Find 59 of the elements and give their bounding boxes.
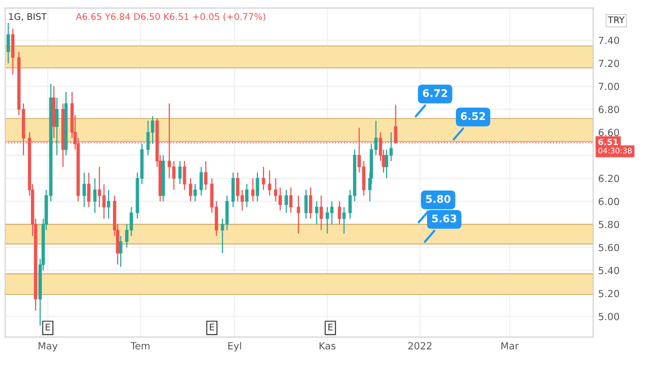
text: TRY	[608, 16, 625, 24]
candlestick	[119, 235, 122, 268]
x-tick-label: 2022	[408, 342, 432, 350]
candlestick	[193, 184, 197, 202]
candlestick	[284, 189, 288, 214]
annotation: 5.63	[432, 214, 456, 222]
candlestick	[6, 22, 10, 64]
y-tick-label: 5.60	[598, 244, 620, 252]
y-tick-label: 6.60	[598, 128, 620, 136]
chart-title: 1G, BIST	[9, 13, 47, 21]
candlestick	[342, 206, 346, 234]
candlestick	[55, 97, 59, 156]
candlestick	[308, 186, 312, 220]
candlestick	[204, 160, 208, 190]
candlestick	[268, 170, 272, 196]
candlestick	[200, 166, 203, 196]
annotation: E	[46, 324, 50, 330]
annotation: 5.80	[426, 195, 450, 203]
candlestick	[225, 195, 229, 231]
y-tick-label: 6.20	[598, 174, 620, 182]
candlestick	[304, 189, 308, 220]
candlestick	[106, 189, 110, 220]
annotation: E	[210, 324, 214, 330]
candlestick	[315, 200, 318, 225]
y-tick-label: 5.80	[598, 220, 620, 228]
annotation: 6.72	[422, 89, 448, 98]
candlestick	[182, 160, 186, 190]
y-tick-label: 6.00	[598, 198, 620, 206]
candlestick	[320, 195, 323, 231]
candlestick	[262, 166, 266, 190]
candlestick	[245, 184, 248, 208]
y-tick-label: 7.40	[598, 36, 620, 44]
candlestick	[251, 178, 255, 202]
y-tick-label: 5.20	[598, 290, 620, 298]
x-tick-label: Kas	[320, 342, 336, 350]
candlestick	[11, 28, 14, 76]
candlestick	[98, 166, 102, 208]
y-tick-label: 5.40	[598, 266, 620, 274]
annotation: A6.65 Y6.84 D6.50 K6.51 +0.05 (+0.77%)	[76, 12, 266, 22]
candlestick	[87, 172, 90, 208]
y-tick-label: 6.80	[598, 106, 620, 114]
ref-line-label: 6.51	[598, 138, 618, 146]
candlestick	[338, 200, 342, 225]
y-tick-label: 7.20	[598, 60, 620, 68]
x-tick-label: Tem	[130, 342, 150, 350]
x-tick-label: Mar	[501, 342, 519, 350]
candlestick	[289, 186, 292, 214]
candlestick	[82, 172, 86, 208]
y-tick-label: 5.00	[598, 312, 620, 320]
x-tick-label: Eyl	[228, 342, 242, 352]
annotation: E	[328, 324, 333, 330]
candlestick	[188, 178, 192, 202]
x-tick-label: May	[38, 342, 58, 352]
candlestick	[256, 172, 260, 202]
candlestick	[231, 172, 235, 208]
candlestick	[93, 178, 97, 214]
candlestick	[178, 160, 182, 185]
annotation: 6.52	[460, 112, 486, 120]
y-tick-label: 7.00	[598, 82, 620, 90]
